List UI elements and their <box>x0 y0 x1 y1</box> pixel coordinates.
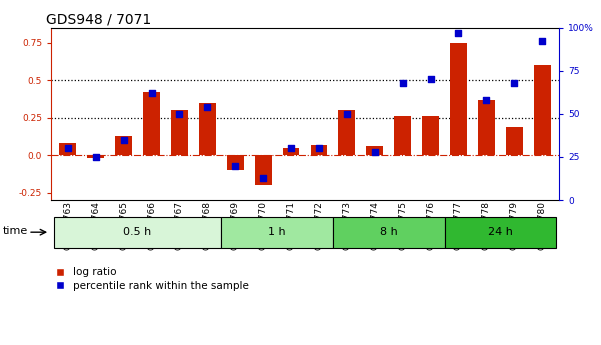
Text: 1 h: 1 h <box>268 227 286 237</box>
Bar <box>282 148 299 155</box>
Text: time: time <box>2 226 28 236</box>
Bar <box>394 116 411 155</box>
Point <box>203 104 212 110</box>
Bar <box>333 217 445 248</box>
Bar <box>450 42 467 155</box>
Point <box>230 163 240 168</box>
Point <box>91 154 100 160</box>
Text: GDS948 / 7071: GDS948 / 7071 <box>46 12 151 27</box>
Point <box>426 77 435 82</box>
Point <box>370 149 380 155</box>
Point <box>314 146 324 151</box>
Bar <box>445 217 556 248</box>
Bar <box>534 65 551 155</box>
Point <box>454 30 463 36</box>
Point <box>537 39 547 44</box>
Bar <box>255 155 272 185</box>
Bar <box>171 110 188 155</box>
Bar <box>143 92 160 155</box>
Bar <box>227 155 243 170</box>
Bar <box>221 217 333 248</box>
Bar <box>59 143 76 155</box>
Point <box>510 80 519 86</box>
Bar <box>478 100 495 155</box>
Bar <box>422 116 439 155</box>
Text: 8 h: 8 h <box>380 227 398 237</box>
Bar <box>115 136 132 155</box>
Point <box>175 111 185 117</box>
Bar <box>199 102 216 155</box>
Bar <box>311 145 328 155</box>
Point <box>481 97 491 103</box>
Text: 24 h: 24 h <box>488 227 513 237</box>
Point <box>398 80 407 86</box>
Bar <box>338 110 355 155</box>
Point <box>258 175 268 180</box>
Point <box>119 137 129 142</box>
Bar <box>506 127 523 155</box>
Point <box>342 111 352 117</box>
Text: 0.5 h: 0.5 h <box>123 227 151 237</box>
Point <box>147 90 156 96</box>
Bar <box>87 155 104 158</box>
Bar <box>54 217 221 248</box>
Legend: log ratio, percentile rank within the sample: log ratio, percentile rank within the sa… <box>56 267 249 290</box>
Bar <box>367 146 383 155</box>
Point <box>286 146 296 151</box>
Point <box>63 146 73 151</box>
